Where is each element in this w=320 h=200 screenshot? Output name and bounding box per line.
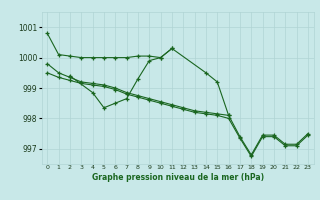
X-axis label: Graphe pression niveau de la mer (hPa): Graphe pression niveau de la mer (hPa) <box>92 173 264 182</box>
